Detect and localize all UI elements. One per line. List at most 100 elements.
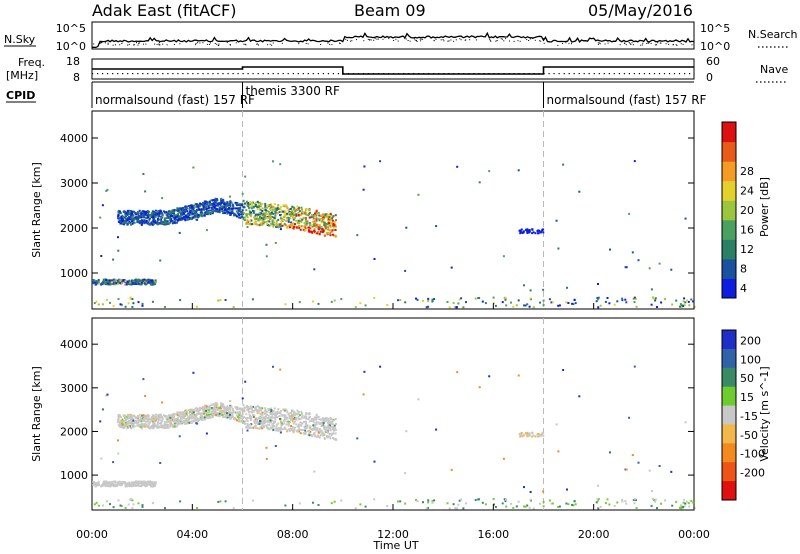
power-cell	[236, 203, 239, 206]
power-colorbar-segment	[722, 258, 736, 279]
velocity-cell	[250, 410, 253, 413]
power-cell	[268, 220, 271, 223]
noise-search-dot	[158, 44, 160, 46]
power-cell	[121, 219, 124, 222]
power-cell	[658, 262, 661, 265]
power-cell	[312, 217, 315, 220]
power-cell	[232, 204, 235, 207]
velocity-cell	[532, 434, 535, 437]
velocity-cell	[134, 415, 137, 418]
power-cell	[687, 300, 690, 303]
velocity-cell	[192, 413, 195, 416]
velocity-cell	[256, 405, 259, 408]
power-cell	[326, 215, 329, 218]
velocity-cell	[167, 420, 170, 423]
velocity-cell	[529, 498, 532, 501]
power-cell	[494, 304, 497, 307]
velocity-cell	[168, 421, 171, 424]
nave-dot	[277, 73, 279, 75]
nave-dot	[618, 73, 620, 75]
power-cell	[635, 305, 638, 308]
power-cell	[264, 211, 267, 214]
power-cell	[95, 280, 98, 283]
power-cell	[254, 220, 257, 223]
velocity-cell	[269, 421, 272, 424]
velocity-cell	[210, 410, 213, 413]
power-cell	[297, 211, 300, 214]
velocity-cell	[195, 415, 198, 418]
noise-search-dot	[440, 39, 442, 41]
power-cell	[200, 203, 203, 206]
power-cell	[270, 203, 273, 206]
noise-search-dot	[628, 42, 630, 43]
velocity-cell	[494, 506, 497, 508]
nave-dot	[297, 73, 299, 75]
velocity-cell	[275, 423, 278, 426]
power-cell	[452, 302, 455, 304]
power-cell	[315, 224, 318, 227]
power-cell	[246, 200, 248, 203]
velocity-cell	[125, 417, 128, 419]
noise-search-dot	[226, 42, 228, 44]
power-cell	[184, 218, 187, 221]
power-cell	[196, 203, 199, 206]
power-cell	[332, 224, 334, 227]
power-cell	[279, 163, 282, 166]
velocity-cell	[272, 416, 275, 419]
power-cell	[329, 229, 332, 232]
power-cell	[264, 202, 267, 205]
power-cell	[92, 279, 95, 282]
velocity-cell	[241, 397, 244, 400]
velocity-cell	[112, 461, 115, 464]
velocity-cell	[316, 435, 319, 438]
nave-dot	[648, 73, 651, 75]
velocity-cell	[524, 505, 527, 508]
velocity-cell	[239, 410, 242, 413]
power-y-tick-label: 2000	[60, 222, 88, 235]
power-cell	[100, 283, 103, 285]
velocity-cell	[305, 412, 308, 415]
velocity-colorbar-tick-label: 15	[740, 391, 754, 404]
power-cell	[165, 223, 168, 226]
velocity-cell	[265, 457, 268, 460]
velocity-cell	[261, 425, 263, 428]
velocity-cell	[229, 406, 232, 408]
power-cell	[223, 202, 226, 205]
velocity-cell	[259, 409, 262, 412]
velocity-cell	[322, 422, 325, 425]
velocity-cell	[276, 429, 279, 432]
velocity-cell	[458, 499, 461, 502]
velocity-cell	[234, 417, 236, 420]
velocity-cell	[534, 435, 537, 438]
nave-dot	[312, 73, 314, 75]
power-colorbar-tick-label: 4	[740, 282, 747, 295]
power-cell	[404, 301, 407, 304]
velocity-cell	[253, 425, 256, 428]
power-cell	[327, 225, 330, 228]
velocity-cell	[167, 419, 170, 422]
velocity-cell	[137, 421, 140, 424]
velocity-cell	[188, 411, 191, 414]
velocity-cell	[300, 416, 303, 419]
power-cell	[138, 214, 141, 217]
velocity-cell	[284, 414, 287, 417]
velocity-cell	[295, 423, 298, 426]
velocity-cell	[246, 429, 249, 432]
velocity-cell	[478, 386, 481, 389]
velocity-cell	[147, 414, 150, 417]
power-cell	[123, 211, 126, 214]
velocity-cell	[187, 416, 190, 419]
power-cell	[133, 282, 136, 285]
power-cell	[279, 223, 282, 226]
power-cell	[142, 219, 145, 222]
power-cell	[266, 217, 269, 219]
velocity-cell	[474, 499, 477, 501]
velocity-cell	[119, 484, 122, 486]
power-cell	[196, 218, 199, 221]
velocity-cell	[324, 417, 327, 420]
velocity-cell	[320, 422, 323, 425]
power-cell	[237, 207, 240, 210]
power-cell	[308, 222, 311, 224]
velocity-cell	[308, 415, 311, 418]
velocity-cell	[213, 410, 216, 413]
